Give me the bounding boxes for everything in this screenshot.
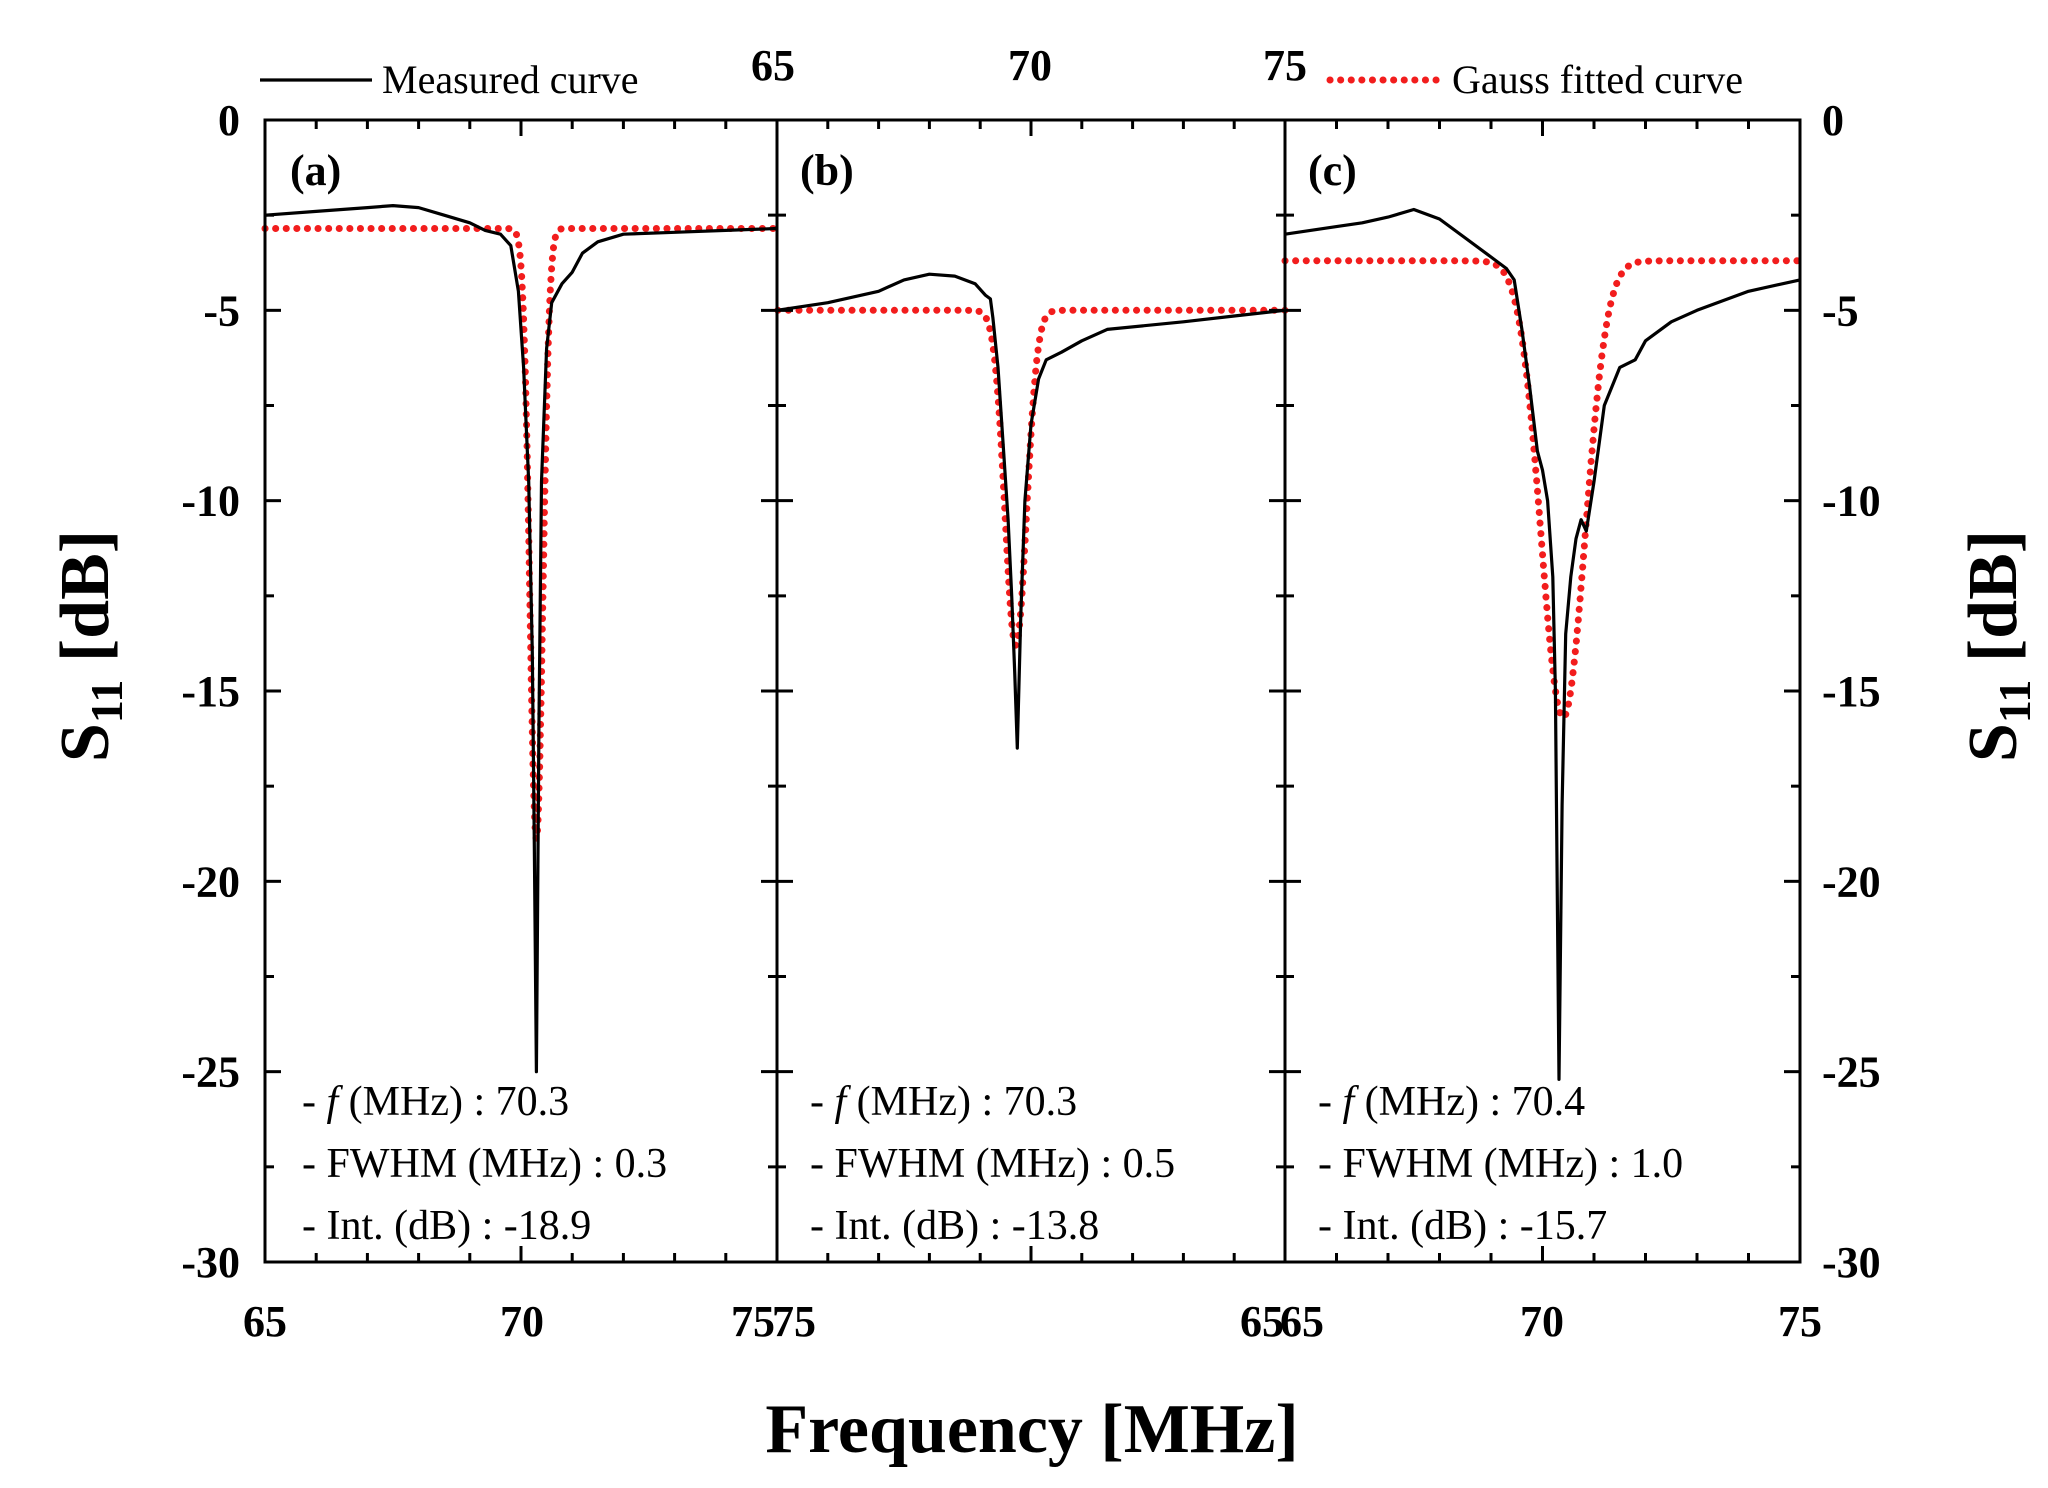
- x-axis-title: Frequency [MHz]: [765, 1391, 1298, 1468]
- annotation-intensity-b: - Int. (dB) : -13.8: [810, 1203, 1099, 1249]
- panel-a: (a) - f (MHz) : 70.3 - FWHM (MHz) : 0.3 …: [261, 146, 781, 1249]
- bottom-tick-label: 65: [1280, 1297, 1324, 1346]
- y-axis-title-right: S11 [dB]: [1955, 530, 2040, 762]
- y-axis-title-unit: [dB]: [47, 530, 124, 680]
- bottom-tick-label: 75: [1778, 1297, 1822, 1346]
- legend-fitted-label: Gauss fitted curve: [1452, 57, 1743, 102]
- bottom-tick-label: 75: [731, 1297, 775, 1346]
- annotation-intensity-c: - Int. (dB) : -15.7: [1318, 1203, 1607, 1249]
- annotation-fwhm-b: - FWHM (MHz) : 0.5: [810, 1141, 1175, 1187]
- panel-label-c: (c): [1308, 146, 1357, 195]
- y-tick-label-left: -10: [181, 477, 240, 526]
- bottom-tick-label: 70: [500, 1297, 544, 1346]
- y-axis-title-sub: 11: [81, 680, 132, 723]
- annotation-frequency-b: - f (MHz) : 70.3: [810, 1079, 1077, 1125]
- fitted-curve-a: [261, 225, 781, 843]
- axes-frame: [263, 118, 1802, 1264]
- top-tick-label: 70: [1008, 41, 1052, 90]
- y-tick-label-left: -5: [203, 286, 240, 335]
- y-axis-title-left: S11 [dB]: [47, 530, 132, 762]
- y-tick-label-right: -5: [1822, 286, 1859, 335]
- y-tick-label-right: -30: [1822, 1238, 1881, 1287]
- legend-measured-label: Measured curve: [382, 57, 639, 102]
- annotation-fwhm-c: - FWHM (MHz) : 1.0: [1318, 1141, 1683, 1187]
- bottom-tick-label: 65: [1240, 1297, 1284, 1346]
- annotation-intensity-a: - Int. (dB) : -18.9: [302, 1203, 591, 1249]
- y-axis-title-unit: [dB]: [1955, 530, 2032, 680]
- y-tick-label-right: -15: [1822, 667, 1881, 716]
- bottom-tick-label: 65: [243, 1297, 287, 1346]
- panel-label-b: (b): [800, 146, 854, 195]
- bottom-tick-label: 75: [772, 1297, 816, 1346]
- y-tick-label-right: 0: [1822, 96, 1844, 145]
- y-tick-label-left: 0: [218, 96, 240, 145]
- y-tick-label-left: -20: [181, 857, 240, 906]
- y-axis-title-main: S: [1955, 723, 2032, 762]
- y-tick-label-right: -10: [1822, 477, 1881, 526]
- panel-label-a: (a): [290, 146, 341, 195]
- y-tick-label-right: -25: [1822, 1048, 1881, 1097]
- fitted-curve-b: [773, 306, 1289, 649]
- y-axis-title-sub: 11: [1989, 680, 2040, 723]
- measured-curve-b: [776, 272, 1286, 750]
- top-tick-label: 65: [751, 41, 795, 90]
- measured-curve-c: [1284, 207, 1801, 1081]
- annotation-frequency-c: - f (MHz) : 70.4: [1318, 1079, 1585, 1125]
- y-tick-label-right: -20: [1822, 857, 1881, 906]
- panel-c: (c) - f (MHz) : 70.4 - FWHM (MHz) : 1.0 …: [1281, 146, 1804, 1249]
- fitted-curve-c: [1281, 257, 1804, 722]
- bottom-tick-label: 70: [1520, 1297, 1564, 1346]
- annotation-fwhm-a: - FWHM (MHz) : 0.3: [302, 1141, 667, 1187]
- top-tick-label: 75: [1263, 41, 1307, 90]
- y-tick-labels: 0 0 -5 -5 -10 -10 -15 -15 -20 -20 -25 -25 -30 -30: [181, 96, 1880, 1287]
- annotation-frequency-a: - f (MHz) : 70.3: [302, 1079, 569, 1125]
- panel-b: (b) - f (MHz) : 70.3 - FWHM (MHz) : 0.5 …: [773, 146, 1289, 1249]
- y-tick-label-left: -15: [181, 667, 240, 716]
- y-tick-label-left: -25: [181, 1048, 240, 1097]
- y-tick-label-left: -30: [181, 1238, 240, 1287]
- measured-curve-a: [264, 204, 778, 1074]
- y-axis-title-main: S: [47, 723, 124, 762]
